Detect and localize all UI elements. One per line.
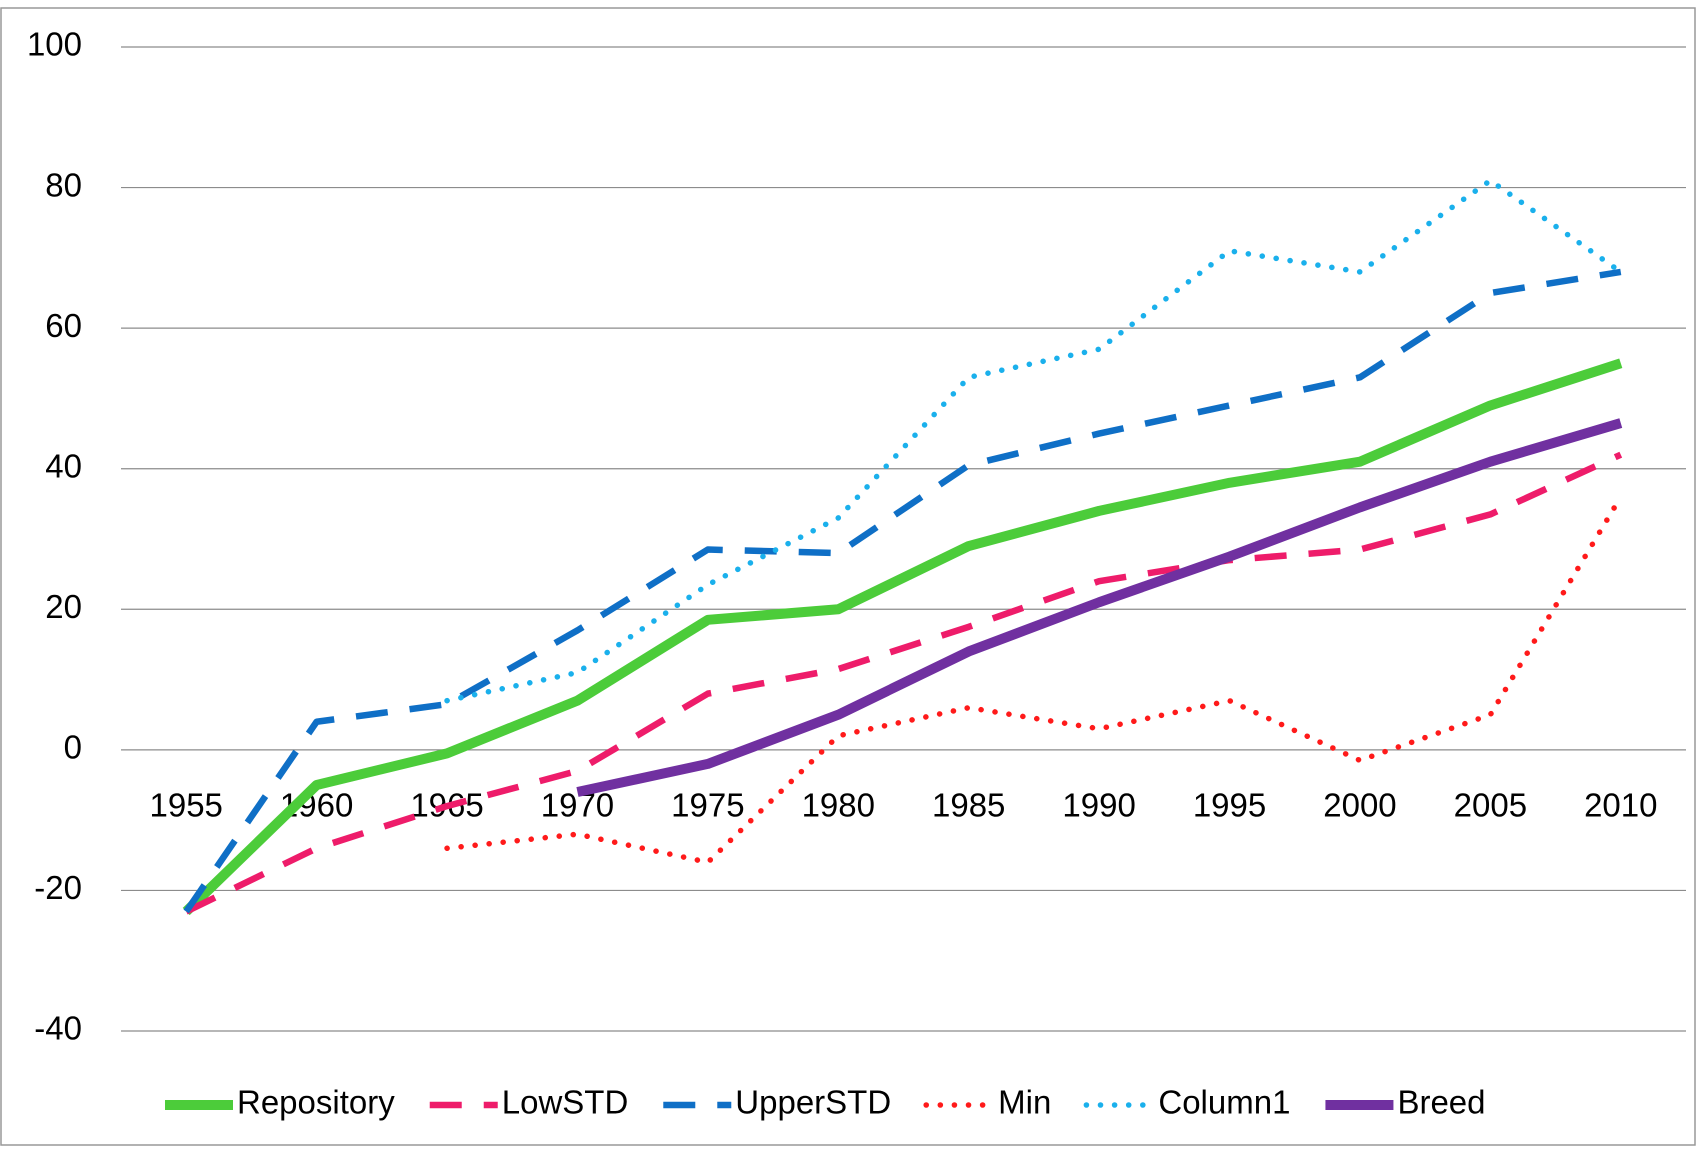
series-line <box>182 358 1623 916</box>
x-tick-label: 2010 <box>1584 787 1657 824</box>
y-tick-label: 80 <box>45 166 82 203</box>
x-tick-label: 1955 <box>149 787 222 824</box>
x-tick-label: 1990 <box>1062 787 1135 824</box>
y-tick-label: 0 <box>64 729 82 766</box>
legend-label: Repository <box>237 1084 395 1121</box>
x-tick-label: 1975 <box>671 787 744 824</box>
x-tick-label: 1980 <box>802 787 875 824</box>
y-tick-label: 100 <box>27 26 82 63</box>
chart-frame <box>0 7 1696 1146</box>
legend-label: Min <box>998 1084 1051 1121</box>
legend-label: LowSTD <box>502 1084 629 1121</box>
series-line <box>184 451 1623 915</box>
y-tick-label: -40 <box>34 1010 82 1047</box>
series-line <box>576 418 1623 797</box>
y-tick-label: 40 <box>45 447 82 484</box>
series-line <box>444 494 1624 866</box>
legend-label: Breed <box>1397 1084 1485 1121</box>
x-tick-label: 1995 <box>1193 787 1266 824</box>
x-tick-label: 2005 <box>1454 787 1527 824</box>
series-line <box>183 268 1622 914</box>
series-line <box>444 177 1624 704</box>
legend-label: Column1 <box>1158 1084 1290 1121</box>
legend-label: UpperSTD <box>735 1084 891 1121</box>
y-tick-label: -20 <box>34 869 82 906</box>
x-tick-label: 2000 <box>1323 787 1396 824</box>
y-tick-label: 60 <box>45 307 82 344</box>
x-tick-label: 1970 <box>541 787 614 824</box>
y-tick-label: 20 <box>45 588 82 625</box>
x-tick-label: 1985 <box>932 787 1005 824</box>
